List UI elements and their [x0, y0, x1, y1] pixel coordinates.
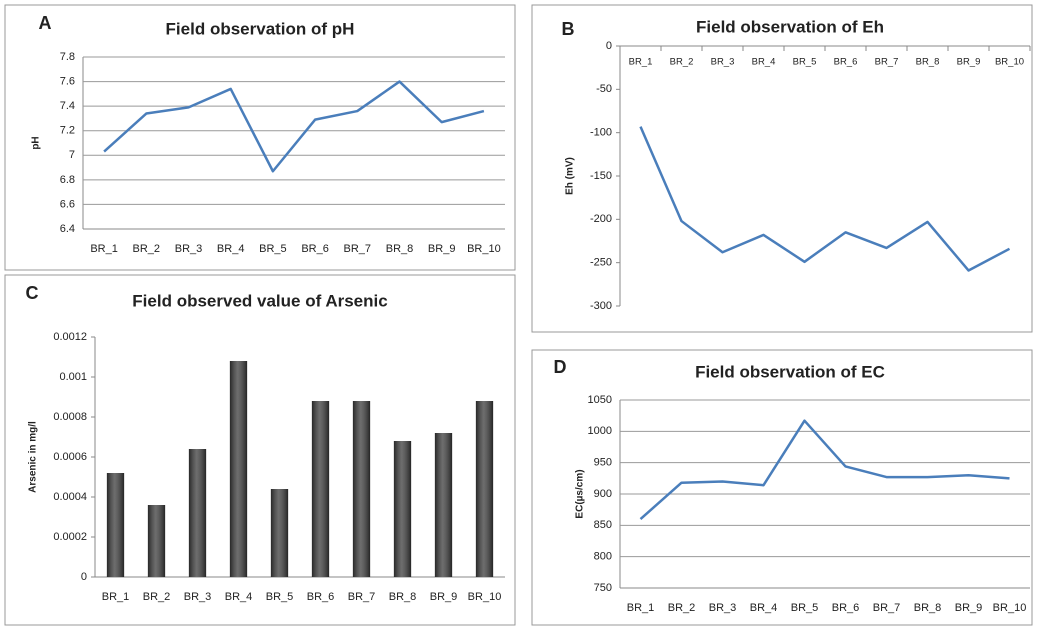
bar-shade — [434, 433, 453, 577]
y-axis-label: pH — [31, 136, 42, 149]
y-tick-label: 6.8 — [60, 174, 75, 186]
x-tick-label: BR_9 — [430, 591, 458, 603]
bar-shade — [475, 401, 494, 577]
y-tick-label: -250 — [590, 257, 612, 269]
bar-shade — [229, 361, 248, 577]
x-tick-label: BR_9 — [955, 602, 983, 614]
x-tick-label: BR_7 — [875, 57, 899, 68]
x-tick-label: BR_1 — [629, 57, 653, 68]
x-tick-label: BR_8 — [916, 57, 940, 68]
y-tick-label: 0.0002 — [53, 531, 87, 543]
x-tick-label: BR_9 — [957, 57, 981, 68]
y-tick-label: 7.6 — [60, 75, 75, 87]
y-tick-label: -150 — [590, 170, 612, 182]
x-tick-label: BR_1 — [102, 591, 130, 603]
line — [639, 419, 1010, 521]
x-tick-label: BR_5 — [266, 591, 294, 603]
x-tick-label: BR_6 — [301, 243, 329, 255]
x-tick-label: BR_4 — [752, 57, 776, 68]
x-tick-label: BR_1 — [90, 243, 118, 255]
panel-label: D — [554, 357, 567, 377]
y-tick-label: 900 — [594, 488, 612, 500]
line — [103, 80, 485, 173]
x-tick-label: BR_3 — [175, 243, 203, 255]
y-axis-label: Arsenic in mg/l — [28, 421, 39, 493]
panel-label: C — [26, 283, 39, 303]
x-tick-label: BR_10 — [993, 602, 1027, 614]
y-tick-label: 6.4 — [60, 223, 75, 235]
y-tick-label: 1000 — [588, 425, 612, 437]
y-axis-label: Eh (mV) — [565, 157, 576, 195]
chart-title: Field observation of EC — [695, 362, 885, 381]
x-tick-label: BR_5 — [793, 57, 817, 68]
x-tick-label: BR_4 — [217, 243, 245, 255]
y-tick-label: 0.0004 — [53, 491, 87, 503]
y-tick-label: 6.6 — [60, 198, 75, 210]
y-axis-label: EC(µs/cm) — [575, 469, 586, 518]
y-tick-label: 0.0006 — [53, 451, 87, 463]
y-tick-label: 7.4 — [60, 100, 75, 112]
y-tick-label: 850 — [594, 519, 612, 531]
x-tick-label: BR_10 — [995, 57, 1024, 68]
panel-frame — [4, 274, 516, 626]
x-tick-label: BR_9 — [428, 243, 456, 255]
x-tick-label: BR_5 — [791, 602, 819, 614]
x-tick-label: BR_10 — [467, 243, 501, 255]
x-tick-label: BR_3 — [711, 57, 735, 68]
x-tick-label: BR_6 — [832, 602, 860, 614]
x-tick-label: BR_8 — [389, 591, 417, 603]
x-tick-label: BR_5 — [259, 243, 287, 255]
y-tick-label: 7.8 — [60, 51, 75, 63]
x-tick-label: BR_3 — [709, 602, 737, 614]
y-tick-label: 0.0008 — [53, 411, 87, 423]
x-tick-label: BR_8 — [386, 243, 414, 255]
y-tick-label: 950 — [594, 457, 612, 469]
x-tick-label: BR_2 — [143, 591, 171, 603]
y-tick-label: 0 — [606, 40, 612, 52]
chart-title: Field observed value of Arsenic — [132, 291, 387, 310]
panel-label: A — [39, 13, 52, 33]
bar-shade — [106, 473, 125, 577]
y-tick-label: 7 — [69, 149, 75, 161]
panel-frame — [4, 4, 516, 271]
y-tick-label: 1050 — [588, 394, 612, 406]
y-tick-label: 0.0012 — [53, 331, 87, 343]
x-tick-label: BR_7 — [873, 602, 901, 614]
x-tick-label: BR_8 — [914, 602, 942, 614]
bar-shade — [393, 441, 412, 577]
x-tick-label: BR_3 — [184, 591, 212, 603]
y-tick-label: 750 — [594, 582, 612, 594]
bar-shade — [311, 401, 330, 577]
x-tick-label: BR_6 — [307, 591, 335, 603]
x-tick-label: BR_2 — [670, 57, 694, 68]
bar-shade — [270, 489, 289, 577]
y-tick-label: -50 — [596, 83, 612, 95]
y-tick-label: 0.001 — [59, 371, 87, 383]
x-tick-label: BR_4 — [750, 602, 778, 614]
panel-frame — [531, 349, 1033, 626]
chart-title: Field observation of Eh — [696, 17, 884, 36]
y-tick-label: -100 — [590, 127, 612, 139]
y-tick-label: 7.2 — [60, 125, 75, 137]
x-tick-label: BR_1 — [627, 602, 655, 614]
y-tick-label: -300 — [590, 300, 612, 312]
bar-shade — [147, 505, 166, 577]
x-tick-label: BR_4 — [225, 591, 253, 603]
x-tick-label: BR_7 — [344, 243, 372, 255]
panel-label: B — [562, 19, 575, 39]
bar-shade — [188, 449, 207, 577]
bar-shade — [352, 401, 371, 577]
y-tick-label: 800 — [594, 551, 612, 563]
y-tick-label: 0 — [81, 571, 87, 583]
x-tick-label: BR_7 — [348, 591, 376, 603]
x-tick-label: BR_2 — [133, 243, 161, 255]
x-tick-label: BR_10 — [468, 591, 502, 603]
x-tick-label: BR_6 — [834, 57, 858, 68]
chart-title: Field observation of pH — [166, 19, 355, 38]
line — [639, 126, 1011, 272]
x-tick-label: BR_2 — [668, 602, 696, 614]
panel-frame — [531, 4, 1033, 333]
y-tick-label: -200 — [590, 213, 612, 225]
